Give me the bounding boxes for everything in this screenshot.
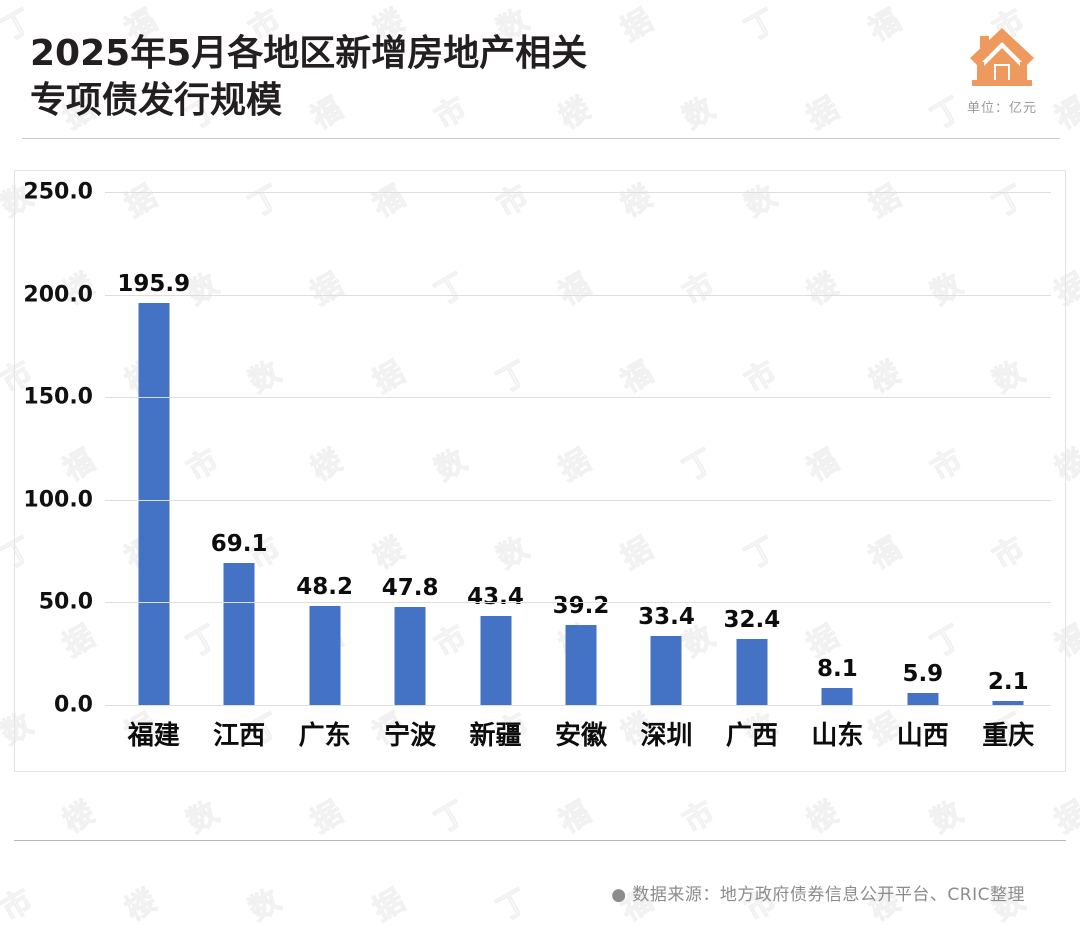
bar-value-label: 69.1 (210, 531, 268, 558)
bar-value-label: 2.1 (987, 668, 1029, 695)
unit-label: 单位：亿元 (966, 101, 1037, 116)
bar[interactable] (138, 303, 170, 705)
bar-slot: 47.8 (368, 171, 453, 705)
x-axis-category-label: 宁波 (384, 721, 437, 751)
bar[interactable] (394, 606, 426, 705)
x-axis-category-label: 江西 (213, 721, 266, 751)
y-axis-tick-label: 50.0 (38, 589, 93, 615)
bar-value-label: 32.4 (723, 606, 781, 633)
bar-value-label: 48.2 (296, 574, 353, 601)
bars-area: 195.9 69.1 48.2 47.8 43.4 39.2 33.4 32.4 8.1 5.9 2… (111, 171, 1051, 705)
x-axis-category-label: 福建 (127, 721, 180, 751)
bar-slot: 69.1 (197, 171, 282, 705)
bar-slot: 39.2 (539, 171, 624, 705)
bar-value-label: 33.4 (638, 604, 695, 631)
gridline (105, 602, 1051, 604)
x-axis-category-label: 深圳 (640, 721, 693, 751)
gridline (105, 397, 1051, 399)
bar-chart: 195.9 69.1 48.2 47.8 43.4 39.2 33.4 32.4 8.1 5.9 2… (15, 171, 1067, 773)
gridline (105, 705, 1051, 706)
gridline (105, 294, 1051, 296)
x-axis-category-label: 山东 (811, 721, 864, 751)
bar[interactable] (907, 692, 939, 705)
y-axis-tick-label: 100.0 (23, 487, 93, 513)
chart-panel: 195.9 69.1 48.2 47.8 43.4 39.2 33.4 32.4 8.1 5.9 2… (14, 170, 1066, 772)
bar-slot: 195.9 (111, 171, 196, 705)
bar-value-label: 47.8 (381, 574, 439, 601)
x-axis-category-label: 新疆 (469, 721, 522, 751)
page-title: 2025年5月各地区新增房地产相关 专项债发行规模 (30, 33, 588, 121)
unit-block: 单位：亿元 (942, 22, 1062, 116)
bar-slot: 48.2 (282, 171, 367, 705)
bar[interactable] (821, 688, 853, 705)
y-axis-tick-label: 200.0 (23, 282, 93, 308)
x-axis-category-label: 山西 (896, 721, 949, 751)
bar-value-label: 39.2 (552, 592, 610, 619)
y-axis-tick-label: 150.0 (23, 384, 93, 410)
y-axis-tick-label: 0.0 (54, 692, 93, 718)
bar-slot: 43.4 (453, 171, 538, 705)
bar-slot: 33.4 (624, 171, 709, 705)
bar-value-label: 43.4 (467, 583, 524, 610)
gridline (105, 499, 1051, 501)
bar-slot: 5.9 (880, 171, 965, 705)
bar[interactable] (992, 700, 1024, 705)
bar[interactable] (480, 615, 512, 705)
bar-value-label: 8.1 (816, 656, 858, 683)
source-note: ● 数据来源：地方政府债券信息公开平台、CRIC整理 (611, 885, 1025, 905)
header-divider (22, 138, 1060, 139)
bar-slot: 32.4 (709, 171, 794, 705)
x-axis-category-label: 重庆 (982, 721, 1035, 751)
bar-value-label: 5.9 (902, 660, 944, 687)
bar-slot: 2.1 (966, 171, 1051, 705)
bar-value-label: 195.9 (117, 271, 191, 298)
gridline (105, 192, 1051, 193)
header: 2025年5月各地区新增房地产相关 专项债发行规模 (0, 0, 1080, 140)
x-axis-category-label: 广东 (298, 721, 351, 751)
footer-divider (14, 840, 1066, 841)
bar[interactable] (309, 606, 341, 705)
y-axis-tick-label: 250.0 (23, 179, 93, 205)
bar[interactable] (565, 624, 597, 705)
x-axis-category-label: 广西 (725, 721, 778, 751)
bar[interactable] (650, 636, 682, 705)
house-icon (970, 28, 1034, 86)
x-axis-category-label: 安徽 (554, 721, 607, 751)
bar[interactable] (736, 638, 768, 705)
bar-slot: 8.1 (795, 171, 880, 705)
bar[interactable] (223, 563, 255, 705)
